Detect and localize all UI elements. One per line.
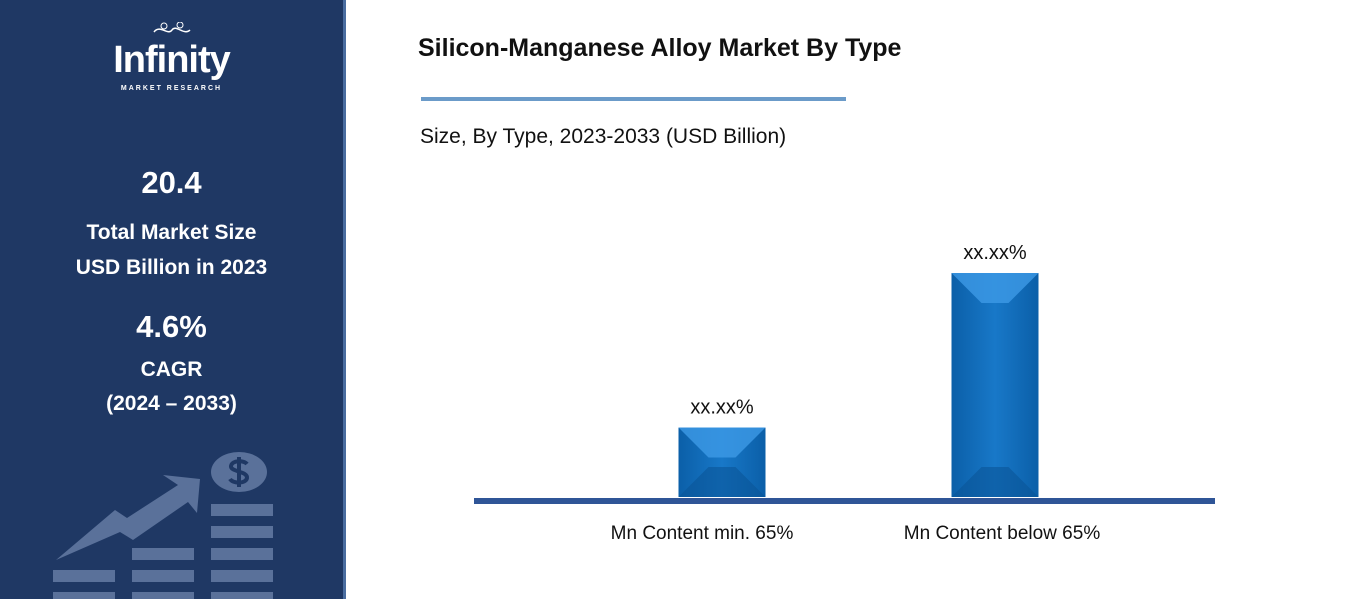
market-size-label: Total Market Size — [86, 221, 257, 244]
market-size-value: 20.4 — [141, 165, 202, 200]
chart-title: Silicon-Manganese Alloy Market By Type — [418, 34, 902, 62]
logo-infinity-icon — [152, 22, 191, 33]
x-axis-line — [474, 498, 1215, 504]
dollar-icon — [228, 457, 249, 487]
growth-chart-icon — [53, 452, 273, 599]
category-label: Mn Content below 65% — [904, 523, 1101, 544]
category-label: Mn Content min. 65% — [611, 523, 794, 544]
bar-bevel-bottom — [678, 467, 766, 497]
cagr-value: 4.6% — [136, 309, 207, 344]
cagr-label: CAGR — [140, 358, 203, 381]
cagr-period: (2024 – 2033) — [106, 392, 237, 415]
logo-name: Infinity — [113, 39, 231, 81]
title-divider — [421, 97, 846, 101]
sidebar: Infinity MARKET RESEARCH 20.4 Total Mark… — [0, 0, 346, 599]
data-label: xx.xx% — [963, 242, 1027, 264]
data-label: xx.xx% — [690, 397, 754, 419]
bar-bevel-bottom — [951, 467, 1039, 497]
bar-bevel-top — [951, 273, 1039, 303]
logo: Infinity MARKET RESEARCH — [0, 22, 343, 93]
bar-bevel-top — [678, 427, 766, 458]
chart-subtitle: Size, By Type, 2023-2033 (USD Billion) — [420, 125, 787, 148]
logo-tagline: MARKET RESEARCH — [120, 85, 223, 92]
market-size-unit: USD Billion in 2023 — [75, 256, 268, 279]
bar — [951, 273, 1039, 497]
